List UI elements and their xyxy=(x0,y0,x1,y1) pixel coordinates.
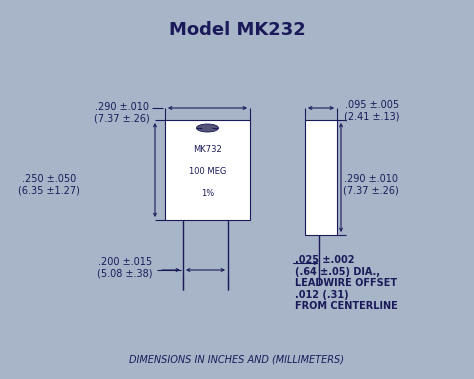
Text: DIMENSIONS IN INCHES AND (MILLIMETERS): DIMENSIONS IN INCHES AND (MILLIMETERS) xyxy=(129,354,345,364)
Text: MK732: MK732 xyxy=(193,146,222,155)
Text: 100 MEG: 100 MEG xyxy=(189,168,226,177)
Text: .250 ±.050
(6.35 ±1.27): .250 ±.050 (6.35 ±1.27) xyxy=(18,174,80,196)
Text: Model MK232: Model MK232 xyxy=(169,21,305,39)
Ellipse shape xyxy=(197,124,219,132)
Bar xyxy=(165,120,250,220)
Text: .200 ±.015
(5.08 ±.38): .200 ±.015 (5.08 ±.38) xyxy=(98,257,153,279)
Text: .025 ±.002
(.64 ±.05) DIA.,
LEADWIRE OFFSET
.012 (.31)
FROM CENTERLINE: .025 ±.002 (.64 ±.05) DIA., LEADWIRE OFF… xyxy=(295,255,398,312)
Text: 1%: 1% xyxy=(201,190,214,199)
Text: .095 ±.005
(2.41 ±.13): .095 ±.005 (2.41 ±.13) xyxy=(344,100,400,122)
Bar xyxy=(305,120,337,235)
Text: .290 ±.010
(7.37 ±.26): .290 ±.010 (7.37 ±.26) xyxy=(343,174,399,196)
Text: .290 ±.010
(7.37 ±.26): .290 ±.010 (7.37 ±.26) xyxy=(94,102,150,124)
